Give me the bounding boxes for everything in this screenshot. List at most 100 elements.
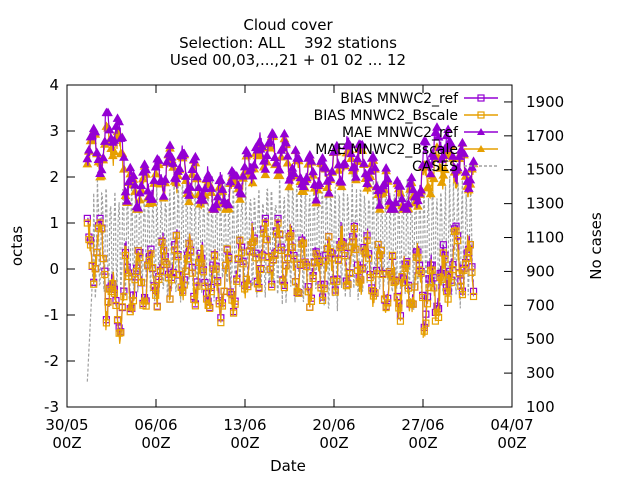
series-point-mae-bscale (282, 157, 293, 167)
series-point-mae-ref (212, 191, 223, 201)
series-point-bias-bscale (144, 262, 152, 270)
series-point-bias-bscale (454, 236, 462, 245)
series-point-bias-bscale (290, 255, 298, 263)
series-point-mae-bscale (284, 181, 295, 191)
series-point-mae-ref (339, 158, 350, 167)
series-point-mae-ref (459, 148, 469, 157)
chart-title-line-1: Cloud cover (243, 16, 333, 34)
series-point-mae-bscale (235, 194, 245, 203)
series-point-mae-ref (184, 190, 194, 199)
chart-title-line-3: Used 00,03,...,21 + 01 02 ... 12 (170, 51, 406, 69)
series-point-bias-bscale (366, 273, 374, 282)
series-point-bias-bscale (93, 248, 101, 257)
series-point-mae-ref (204, 172, 215, 182)
series-point-bias-bscale (90, 280, 98, 288)
series-point-bias-bscale (442, 288, 451, 296)
series-point-bias-bscale (145, 257, 153, 265)
series-point-bias-bscale (457, 282, 465, 290)
series-point-bias-bscale (376, 251, 384, 259)
x-tick-label-date: 30/05 (45, 416, 88, 434)
series-point-mae-ref (446, 138, 457, 148)
series-point-bias-bscale (407, 299, 416, 307)
series-point-mae-ref (233, 180, 244, 189)
series-point-mae-ref (90, 126, 101, 136)
series-point-mae-ref (324, 187, 334, 197)
series-point-mae-ref (211, 199, 221, 209)
series-point-bias-bscale (444, 295, 452, 303)
series-point-bias-bscale (411, 283, 419, 291)
y2-tick-label: 300 (526, 364, 555, 382)
series-point-mae-ref (357, 139, 368, 149)
series-point-mae-bscale (247, 177, 258, 187)
series-point-bias-bscale (276, 230, 284, 238)
series-point-mae-ref (149, 175, 159, 184)
series-point-bias-bscale (422, 319, 430, 327)
series-point-mae-ref (270, 152, 280, 161)
series-point-bias-bscale (307, 297, 316, 305)
series-point-mae-bscale (425, 188, 436, 198)
series-point-bias-ref (369, 287, 378, 296)
series-point-mae-ref (370, 162, 380, 172)
x-tick-label-date: 20/06 (312, 416, 355, 434)
series-point-bias-bscale (396, 317, 405, 325)
x-axis-label: Date (270, 457, 306, 475)
series-point-mae-ref (301, 172, 312, 182)
series-point-mae-ref (433, 132, 444, 141)
y2-tick-label: 1300 (526, 195, 564, 213)
x-tick-label-date: 04/07 (490, 416, 533, 434)
series-point-mae-ref (395, 181, 406, 190)
series-point-bias-bscale (430, 284, 438, 292)
series-point-mae-ref (171, 173, 182, 183)
series-point-mae-ref (428, 151, 439, 160)
series-point-bias-bscale (409, 300, 417, 308)
series-point-mae-ref (424, 159, 434, 168)
series-point-bias-bscale (226, 289, 234, 297)
series-point-bias-bscale (150, 283, 158, 292)
legend-label: BIAS MNWC2_ref (340, 91, 459, 107)
legend-label: CASES (412, 159, 458, 175)
series-point-bias-bscale (339, 242, 347, 250)
y-tick-label: 1 (49, 214, 59, 232)
series-point-mae-ref (368, 152, 379, 161)
series-point-mae-ref (406, 172, 417, 182)
series-point-mae-bscale (424, 182, 434, 192)
series-point-bias-bscale (163, 260, 171, 268)
series-point-mae-ref (351, 172, 361, 181)
x-tick-label-date: 13/06 (223, 416, 266, 434)
series-point-mae-ref (448, 151, 458, 160)
series-point-bias-bscale (417, 269, 425, 277)
series-point-bias-bscale (223, 245, 231, 253)
series-point-mae-ref (298, 181, 309, 191)
series-point-bias-bscale (285, 233, 293, 241)
series-point-mae-ref (134, 187, 145, 197)
series-point-mae-ref (443, 124, 453, 134)
series-point-bias-bscale (288, 243, 296, 251)
y-tick-label: 0 (49, 260, 59, 278)
series-point-bias-ref (193, 278, 201, 286)
y-tick-label: -3 (44, 398, 59, 416)
series-point-bias-bscale (468, 268, 476, 276)
series-point-bias-bscale (153, 303, 161, 311)
series-point-mae-ref (363, 172, 374, 182)
series-point-bias-bscale (269, 256, 277, 264)
series-point-bias-ref (83, 214, 91, 222)
series-point-mae-ref (293, 153, 304, 162)
series-point-bias-bscale (388, 251, 397, 259)
series-point-bias-bscale (210, 252, 219, 260)
series-point-mae-ref (468, 156, 479, 165)
series-point-bias-bscale (212, 265, 220, 273)
series-point-bias-ref (136, 248, 144, 257)
series-point-mae-ref (190, 151, 201, 161)
series-point-bias-bscale (126, 308, 134, 316)
y2-axis-label: No cases (587, 212, 605, 280)
series-point-bias-ref (86, 237, 95, 245)
x-tick-label-hour: 00Z (497, 434, 526, 452)
series-point-mae-bscale (333, 165, 344, 174)
series-point-bias-bscale (155, 275, 163, 284)
x-tick-label-date: 06/06 (134, 416, 177, 434)
series-point-mae-ref (320, 163, 331, 172)
series-point-bias-bscale (393, 294, 401, 302)
series-point-bias-bscale (353, 266, 362, 275)
series-point-mae-ref (290, 145, 301, 154)
series-point-bias-bscale (350, 225, 358, 233)
